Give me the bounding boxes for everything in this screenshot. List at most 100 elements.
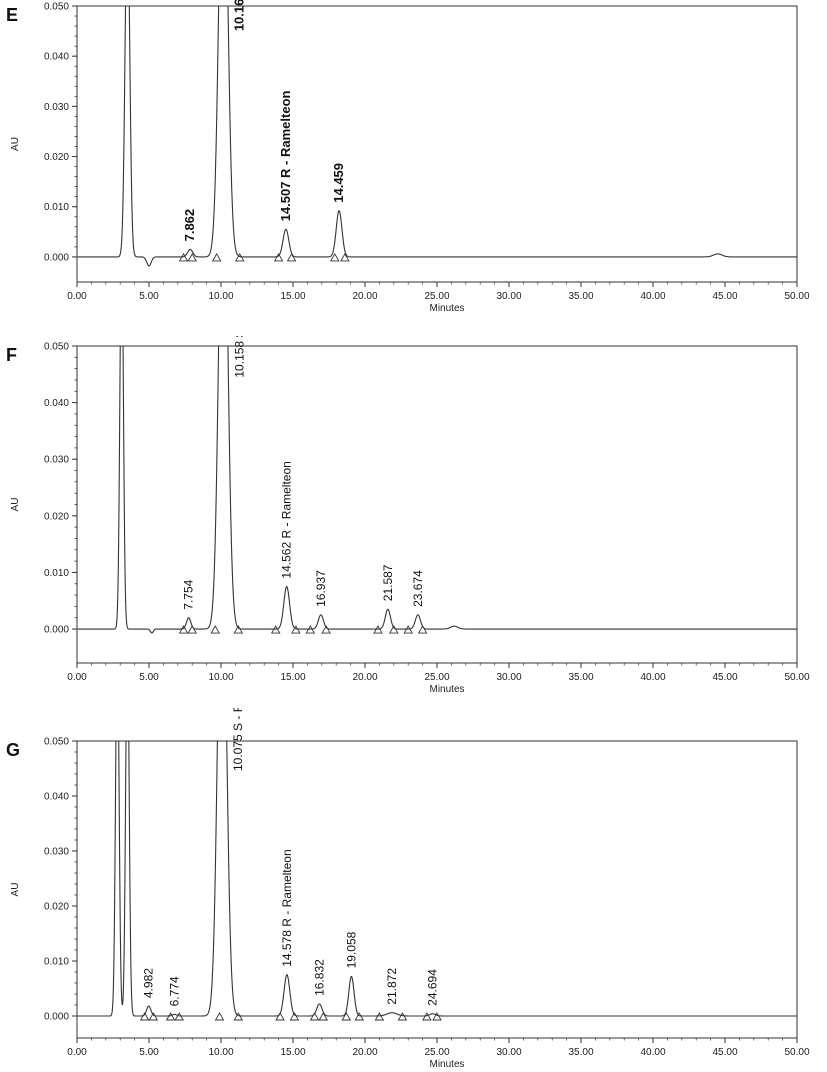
integration-marker — [340, 253, 350, 262]
integration-marker — [139, 1012, 150, 1021]
integration-marker — [374, 1012, 385, 1021]
x-tick-label: 40.00 — [640, 1047, 665, 1058]
y-tick-label: 0.050 — [44, 2, 69, 13]
integration-marker — [233, 1012, 244, 1021]
y-tick-label: 0.010 — [44, 957, 69, 968]
integration-marker — [165, 1012, 176, 1021]
x-tick-label: 5.00 — [139, 291, 159, 302]
panel-label: F — [6, 345, 17, 365]
y-tick-label: 0.010 — [44, 568, 69, 579]
x-tick-label: 25.00 — [424, 672, 449, 683]
integration-marker — [318, 1012, 329, 1021]
peak-label: 16.937 — [314, 570, 328, 607]
peak-label: 10.075 S - Ramelteon — [231, 708, 245, 771]
y-axis-label: AU — [10, 498, 21, 512]
x-tick-label: 30.00 — [496, 1047, 521, 1058]
x-tick-label: 45.00 — [712, 291, 737, 302]
integration-marker — [309, 1012, 320, 1021]
peak-label: 21.587 — [381, 564, 395, 601]
x-tick-label: 10.00 — [208, 1047, 233, 1058]
y-tick-label: 0.010 — [44, 202, 69, 213]
integration-marker — [270, 625, 281, 634]
y-tick-label: 0.000 — [44, 252, 69, 263]
integration-marker — [389, 625, 399, 634]
x-tick-label: 20.00 — [352, 291, 377, 302]
integration-marker — [233, 625, 244, 634]
x-tick-label: 0.00 — [67, 672, 87, 683]
chart-svg-e: E 0.000 0.010 0.020 0.030 0.040 0.050 0.00 5.00 1… — [6, 0, 810, 314]
chromatogram-panel-e: E 0.000 0.010 0.020 0.030 0.040 0.050 0.00 5.00 1… — [0, 0, 827, 336]
integration-marker — [291, 625, 301, 634]
chromatogram-trace — [77, 6, 797, 267]
x-axis-label: Minutes — [429, 684, 464, 695]
x-tick-label: 30.00 — [496, 672, 521, 683]
y-tick-label: 0.040 — [44, 792, 69, 803]
x-tick-label: 15.00 — [280, 1047, 305, 1058]
x-tick-label: 45.00 — [712, 1047, 737, 1058]
x-tick-label: 50.00 — [784, 672, 809, 683]
x-axis-label: Minutes — [429, 1059, 464, 1070]
y-tick-label: 0.020 — [44, 152, 69, 163]
x-tick-label: 0.00 — [67, 1047, 87, 1058]
integration-marker — [373, 625, 383, 634]
peak-label: 6.774 — [168, 976, 182, 1006]
peak-label: 7.862 — [182, 209, 197, 242]
x-tick-label: 30.00 — [496, 291, 521, 302]
x-tick-label: 50.00 — [784, 1047, 809, 1058]
chromatogram-trace — [77, 741, 797, 1017]
peak-label: 10.162 S - Ramelteon — [231, 0, 246, 31]
x-tick-label: 45.00 — [712, 672, 737, 683]
integration-marker — [211, 253, 222, 262]
x-tick-label: 40.00 — [640, 672, 665, 683]
panel-label: G — [6, 740, 20, 760]
y-tick-label: 0.020 — [44, 902, 69, 913]
y-tick-label: 0.050 — [44, 737, 69, 748]
integration-marker — [148, 1012, 159, 1021]
integration-marker — [187, 625, 197, 634]
x-tick-label: 25.00 — [424, 291, 449, 302]
peak-label: 19.058 — [344, 931, 358, 968]
integration-marker — [286, 253, 297, 262]
x-axis-label: Minutes — [429, 303, 464, 314]
y-tick-label: 0.040 — [44, 52, 69, 63]
x-tick-label: 15.00 — [280, 291, 305, 302]
y-tick-label: 0.050 — [44, 342, 69, 353]
y-axis-label: AU — [10, 883, 21, 897]
integration-marker — [341, 1012, 352, 1021]
integration-marker — [403, 625, 413, 634]
integration-marker — [321, 625, 331, 634]
y-tick-label: 0.000 — [44, 625, 69, 636]
x-tick-label: 15.00 — [280, 672, 305, 683]
integration-marker — [432, 1012, 442, 1021]
peak-label: 14.459 — [331, 163, 346, 203]
y-tick-label: 0.000 — [44, 1012, 69, 1023]
x-tick-label: 0.00 — [67, 291, 87, 302]
y-tick-label: 0.030 — [44, 455, 69, 466]
x-tick-label: 20.00 — [352, 672, 377, 683]
peak-label: 14.562 R - Ramelteon — [280, 461, 294, 578]
integration-marker — [329, 253, 340, 262]
integration-marker — [354, 1012, 365, 1021]
integration-marker — [273, 253, 284, 262]
panel-label: E — [6, 5, 18, 25]
integration-marker — [305, 625, 316, 634]
chromatogram-panel-g: G 0.000 0.010 0.020 0.030 0.040 0.050 0.00 5.00 1… — [0, 708, 827, 1072]
integration-marker — [187, 253, 197, 262]
integration-marker — [275, 1012, 285, 1021]
peak-label: 14.507 R - Ramelteon — [278, 90, 293, 221]
peak-label: 16.832 — [312, 959, 326, 996]
peak-label: 23.674 — [411, 570, 425, 607]
integration-marker — [234, 253, 245, 262]
integration-marker — [289, 1012, 300, 1021]
peak-label: 4.982 — [142, 968, 156, 998]
x-tick-label: 10.00 — [208, 672, 233, 683]
chromatogram-trace — [77, 346, 797, 634]
peak-label: 14.578 R - Ramelteon — [280, 849, 294, 966]
y-tick-label: 0.030 — [44, 102, 69, 113]
peak-label: 21.872 — [385, 968, 399, 1005]
y-tick-label: 0.030 — [44, 847, 69, 858]
x-tick-label: 50.00 — [784, 291, 809, 302]
x-tick-label: 35.00 — [568, 1047, 593, 1058]
x-tick-label: 5.00 — [139, 1047, 159, 1058]
peak-label: 7.754 — [182, 579, 196, 609]
